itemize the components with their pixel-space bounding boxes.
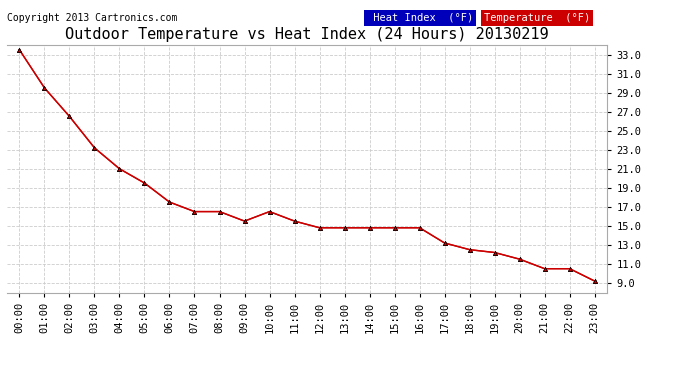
- Text: Temperature  (°F): Temperature (°F): [484, 13, 591, 23]
- Text: Heat Index  (°F): Heat Index (°F): [367, 13, 473, 23]
- Text: Copyright 2013 Cartronics.com: Copyright 2013 Cartronics.com: [7, 13, 177, 23]
- Title: Outdoor Temperature vs Heat Index (24 Hours) 20130219: Outdoor Temperature vs Heat Index (24 Ho…: [66, 27, 549, 42]
